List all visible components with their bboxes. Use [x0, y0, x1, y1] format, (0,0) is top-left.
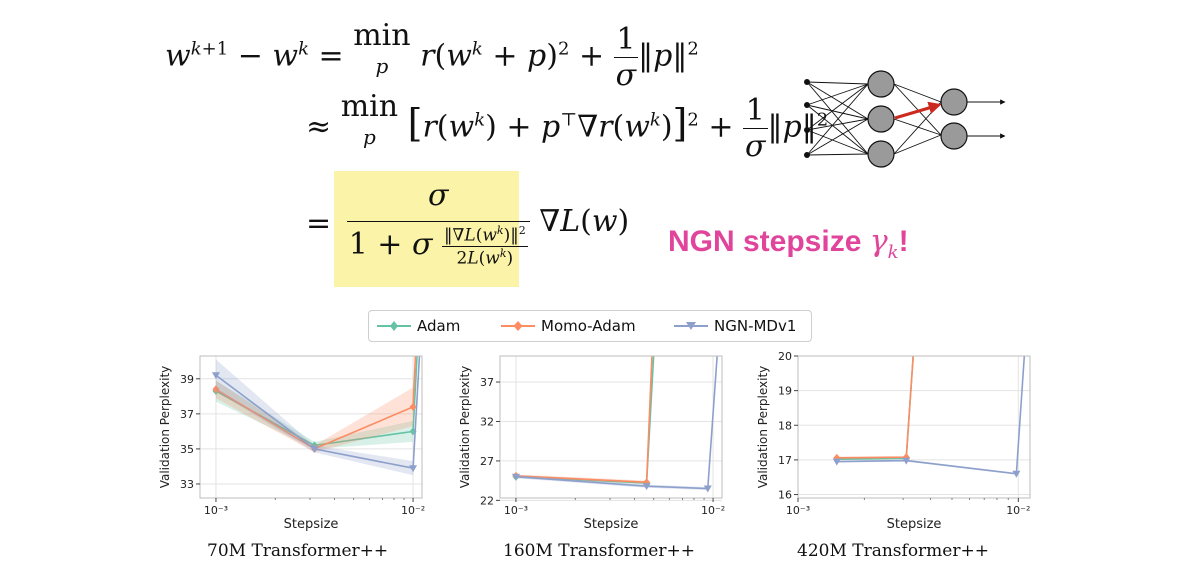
x-axis-label: Stepsize: [584, 517, 639, 532]
x-tick-label: 10⁻³: [504, 504, 528, 517]
band-momo-adam: [515, 356, 652, 484]
point-ngn-mdv1-1: [642, 483, 651, 491]
line-adam: [515, 356, 655, 484]
legend-label-momo-adam: Momo-Adam: [541, 317, 636, 335]
y-tick-label: 33: [180, 478, 194, 491]
legend-item-momo-adam: Momo-Adam: [501, 316, 636, 336]
line-ngn-mdv1: [836, 356, 1026, 475]
y-tick-label: 20: [778, 350, 792, 363]
y-tick-label: 27: [480, 455, 494, 468]
y-tick-label: 16: [778, 489, 792, 502]
grid: [500, 356, 722, 501]
x-axis-label: Stepsize: [887, 517, 942, 532]
legend-item-ngn-mdv1: NGN-MDv1: [674, 316, 796, 336]
y-axis-label: Validation Perplexity: [458, 366, 472, 489]
point-ngn-mdv1-0: [211, 372, 220, 380]
y-tick-label: 17: [778, 454, 792, 467]
x-tick-label: 10⁻²: [701, 504, 725, 517]
y-tick-label: 37: [180, 408, 194, 421]
plot-frame: [797, 355, 1031, 499]
min-subscript: p: [375, 54, 389, 78]
neural-network-diagram: [804, 70, 1006, 168]
plot-frame: [499, 355, 723, 499]
neuron-nodes: [867, 70, 968, 168]
legend-label-adam: Adam: [417, 317, 461, 335]
chart-420m: 16 17 18 19 20 10⁻³ 10⁻² Stepsize Validation Per…: [756, 350, 1031, 532]
y-tick-label: 39: [180, 373, 194, 386]
band-momo-adam: [836, 356, 914, 459]
point-ngn-mdv1-1: [902, 457, 911, 465]
line-momo-adam: [836, 356, 914, 459]
input-nodes: [804, 79, 810, 158]
y-tick-label: 22: [480, 494, 494, 507]
line-momo-adam: [215, 356, 417, 450]
band-ngn-mdv1: [215, 356, 420, 476]
line-adam: [836, 356, 915, 461]
equation-line-3: = σ 1 + σ ‖∇L(wk)‖2 2L(wk) ∇L(w): [306, 178, 630, 269]
chart-caption-160m: 160M Transformer++: [503, 541, 695, 561]
point-ngn-mdv1-2: [1012, 470, 1021, 478]
chart-70m: 33 35 37 39 10⁻³ 10⁻² Stepsize Validation Perpl…: [158, 355, 425, 532]
chart-caption-420m: 420M Transformer++: [797, 541, 989, 561]
legend-marker-ngn-mdv1: [674, 322, 708, 330]
plot-area: [211, 356, 421, 476]
legend-item-adam: Adam: [377, 316, 460, 336]
point-ngn-mdv1-0: [832, 458, 841, 466]
grid: [797, 355, 1030, 498]
y-axis-label: Validation Perplexity: [158, 366, 172, 489]
legend-marker-momo-adam: [501, 321, 535, 331]
highlighted-weight-arrow: [894, 101, 942, 120]
line-ngn-mdv1: [515, 356, 718, 490]
plot-frame: [199, 355, 423, 499]
point-ngn-mdv1-1: [310, 445, 319, 453]
chart-caption-70m: 70M Transformer++: [207, 541, 389, 561]
formula-highlight: [334, 171, 519, 287]
hidden-edges: [893, 83, 942, 155]
line-ngn-mdv1: [215, 356, 421, 470]
input-edges: [806, 81, 869, 156]
equation-line-2: ≈ min p [r(wk) + p⊤∇r(wk)]2 + 1 σ ‖p‖2: [306, 89, 829, 165]
band-ngn-mdv1: [515, 356, 718, 491]
band-adam: [215, 356, 418, 449]
point-ngn-mdv1-2: [409, 465, 418, 473]
chart-legend: Adam Momo-Adam NGN-MDv1: [368, 310, 812, 342]
point-momo-adam-2: [409, 402, 417, 411]
point-ngn-mdv1-0: [511, 473, 520, 481]
band-momo-adam: [215, 356, 416, 453]
x-tick-label: 10⁻²: [1006, 504, 1030, 517]
y-tick-label: 35: [180, 443, 194, 456]
y-tick-label: 18: [778, 419, 792, 432]
point-ngn-mdv1-2: [703, 485, 712, 493]
equation-line-1: wk+1 − wk = min p r(wk + p)2 + 1 σ ‖p‖2: [165, 18, 699, 94]
point-momo-adam-0: [212, 385, 220, 394]
chart-160m: 22 27 32 37 10⁻³ 10⁻² Stepsize Validation Perpl…: [458, 355, 725, 532]
y-tick-label: 37: [480, 376, 494, 389]
y-tick-label: 19: [778, 385, 792, 398]
legend-marker-adam: [377, 321, 411, 331]
plot-area: [832, 356, 1026, 478]
band-ngn-mdv1: [836, 356, 1025, 475]
plot-area: [511, 356, 718, 493]
legend-label-ngn-mdv1: NGN-MDv1: [714, 317, 797, 335]
x-tick-label: 10⁻³: [204, 504, 228, 517]
ngn-stepsize-label: NGN stepsize γk!: [668, 224, 909, 263]
line-momo-adam: [515, 356, 653, 484]
band-adam: [836, 356, 914, 461]
x-tick-label: 10⁻²: [401, 504, 425, 517]
y-tick-label: 32: [480, 415, 494, 428]
band-adam: [515, 356, 654, 485]
x-axis-label: Stepsize: [284, 517, 339, 532]
x-tick-label: 10⁻³: [786, 504, 810, 517]
y-axis-label: Validation Perplexity: [756, 366, 770, 489]
